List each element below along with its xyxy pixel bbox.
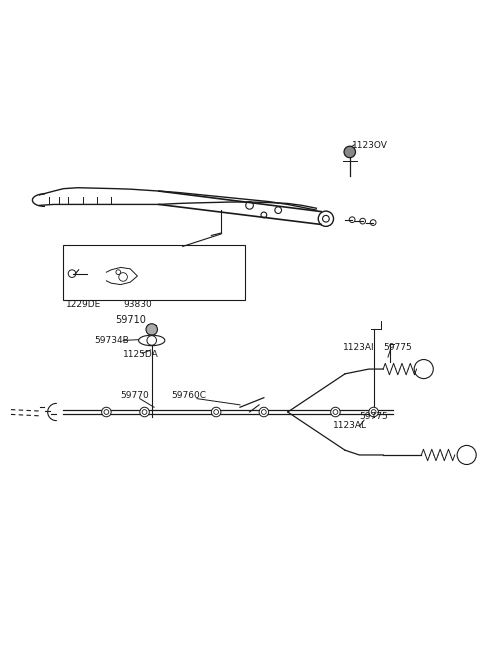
Text: 59775: 59775	[360, 413, 388, 421]
Text: 1123OV: 1123OV	[352, 141, 388, 150]
Bar	[63, 245, 245, 300]
Circle shape	[259, 407, 269, 417]
Text: 59710: 59710	[115, 315, 145, 325]
Text: 1229DE: 1229DE	[66, 300, 101, 309]
Text: 93830: 93830	[123, 300, 152, 309]
Text: 59775: 59775	[383, 343, 412, 352]
Ellipse shape	[139, 335, 165, 346]
Text: 59770: 59770	[120, 391, 149, 400]
Circle shape	[140, 407, 149, 417]
Text: 1125DA: 1125DA	[123, 350, 159, 359]
Circle shape	[331, 407, 340, 417]
Circle shape	[211, 407, 221, 417]
Text: 59760C: 59760C	[171, 391, 206, 400]
Polygon shape	[107, 267, 137, 284]
Text: 59734B: 59734B	[95, 336, 129, 345]
Circle shape	[146, 324, 157, 335]
Circle shape	[369, 407, 378, 417]
Circle shape	[102, 407, 111, 417]
Circle shape	[344, 147, 356, 158]
Text: 1123AL: 1123AL	[333, 421, 367, 430]
Text: 1123AI: 1123AI	[343, 343, 374, 352]
